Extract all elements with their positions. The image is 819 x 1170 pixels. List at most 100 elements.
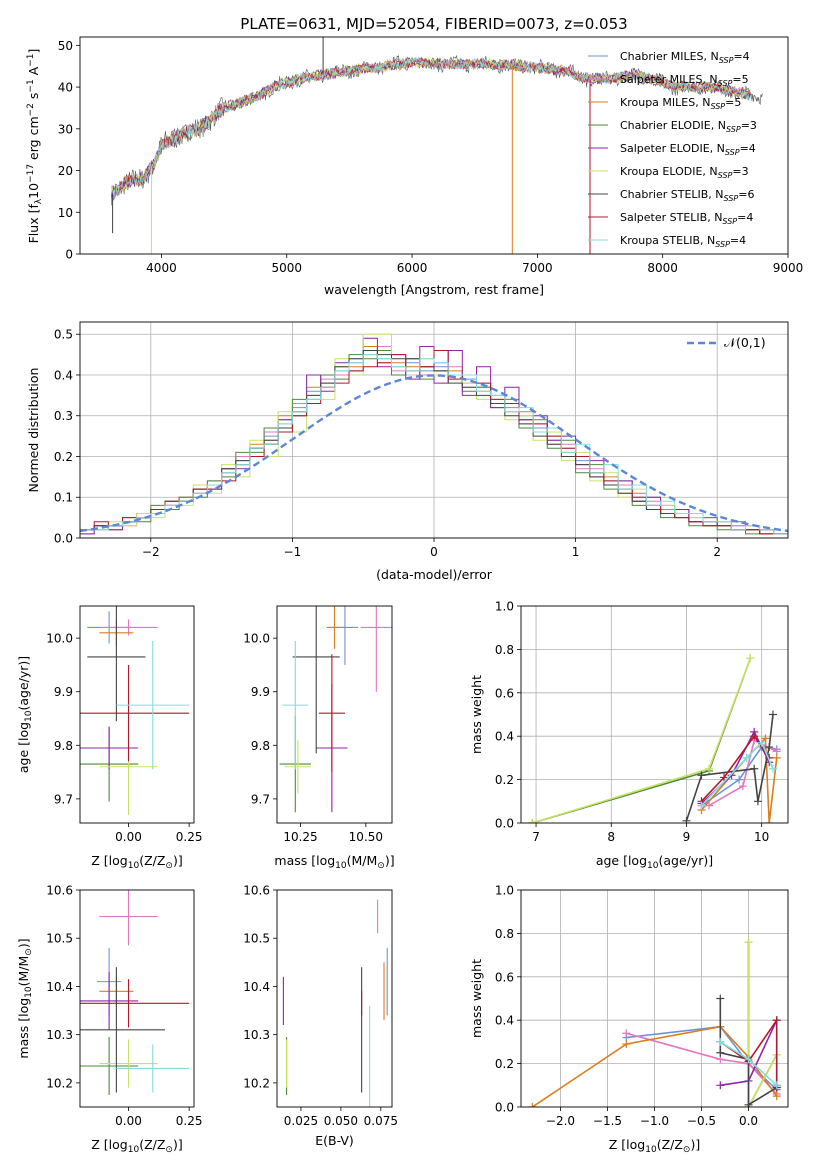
age-vs-Z-chart: 0.00 0.259.79.89.910.0Z [log10(Z/Z⊙)]age …	[16, 605, 203, 871]
mass-vs-ebv-ytick-label: 10.4	[243, 980, 270, 994]
spectrum-xtick-label: 8000	[647, 261, 678, 275]
residuals-ytick-label: 0.2	[54, 450, 73, 464]
weight-marker	[716, 994, 725, 1003]
legend-entry: Salpeter STELIB, NSSP=4	[620, 211, 753, 226]
weight-marker	[765, 819, 774, 823]
age-vs-mass-xlabel-part: )]	[385, 853, 395, 868]
spectrum-ylabel: Flux [fλ10−17 erg cm−2 s−1 A−1]	[26, 49, 44, 244]
weight-marker	[772, 753, 781, 762]
age-vs-mass-xlabel-part: mass [log	[274, 853, 335, 868]
weight-marker	[750, 732, 759, 741]
legend-entry: Chabrier STELIB, NSSP=6	[620, 188, 754, 203]
spectrum-ylabel-part: s	[26, 93, 41, 104]
weight-marker	[744, 1055, 753, 1064]
age-vs-mass-ytick-label: 9.7	[251, 792, 270, 806]
weight-vs-age-xlabel-part: age [log	[596, 853, 647, 868]
weight-vs-age-xtick-label: 9	[683, 830, 691, 844]
weight-vs-Z-xlabel: Z [log10(Z/Z⊙)]	[609, 1137, 700, 1155]
weight-marker	[716, 1081, 725, 1090]
age-vs-mass-ytick-label: 10.0	[243, 632, 270, 646]
residuals-xtick-label: 0	[430, 545, 438, 559]
age-vs-Z-ylabel-part: (age/yr)]	[16, 656, 31, 711]
weight-vs-Z-xtick-label: −1.0	[640, 1114, 669, 1128]
weight-marker	[528, 1103, 537, 1107]
residuals-ytick-label: 0.1	[54, 491, 73, 505]
mass-vs-ebv-ytick-label: 10.5	[243, 932, 270, 946]
age-vs-Z-ylabel: age [log10(age/yr)]	[16, 656, 34, 773]
weight-vs-Z-xlabel-part: 10	[645, 1145, 657, 1155]
age-vs-Z-xlabel-part: ⊙	[165, 861, 173, 871]
age-vs-Z-ytick-label: 9.7	[54, 792, 73, 806]
legend-entry-count: =6	[738, 188, 754, 201]
weight-vs-age-ytick-label: 0.8	[495, 643, 514, 657]
weight-vs-Z-xtick-label: −2.0	[546, 1114, 575, 1128]
weight-marker	[738, 782, 747, 791]
age-vs-mass-plot-area	[279, 606, 392, 813]
spectrum-ylabel-part: −2	[26, 103, 36, 116]
weight-vs-Z-xtick-label: −1.5	[593, 1114, 622, 1128]
weight-marker	[716, 1048, 725, 1057]
normal-curve	[80, 374, 788, 533]
mass-vs-Z-xtick-label: 0.00	[115, 1114, 142, 1128]
legend-entry-label: Salpeter STELIB, N	[620, 211, 722, 224]
weight-marker	[716, 1037, 725, 1046]
weight-vs-Z-xtick-label: 0.0	[739, 1114, 758, 1128]
spectrum-xlabel: wavelength [Angstrom, rest frame]	[324, 282, 544, 297]
weight-marker	[697, 771, 706, 780]
legend-entry-sub: SSP	[718, 79, 733, 88]
legend-entry-label: Chabrier MILES, N	[620, 50, 719, 63]
axes-frame	[520, 605, 789, 824]
age-vs-mass-xtick-label: 10.50	[349, 830, 383, 844]
weight-marker	[705, 801, 714, 810]
legend-entry-label: Kroupa MILES, N	[620, 96, 710, 109]
mass-vs-Z-xlabel: Z [log10(Z/Z⊙)]	[91, 1137, 182, 1155]
axes-frame	[520, 889, 789, 1108]
weight-line-5	[532, 657, 752, 823]
spectrum-xtick-label: 7000	[522, 261, 553, 275]
weight-marker	[768, 710, 777, 719]
legend-entry-sub: SSP	[726, 125, 741, 134]
age-vs-Z-ytick-label: 10.0	[46, 632, 73, 646]
weight-marker	[753, 797, 762, 806]
legend-entry: Kroupa STELIB, NSSP=4	[620, 234, 746, 249]
age-vs-Z-xlabel: Z [log10(Z/Z⊙)]	[91, 853, 182, 871]
spectrum-ytick-label: 40	[58, 81, 73, 95]
legend-entry-sub: SSP	[725, 148, 740, 157]
mass-vs-Z-ytick-label: 10.2	[46, 1076, 73, 1090]
weight-vs-Z-ytick-label: 0.8	[495, 927, 514, 941]
residuals-xtick-label: −1	[284, 545, 302, 559]
weight-marker	[727, 771, 736, 780]
weight-vs-age-ytick-label: 0.0	[495, 817, 514, 831]
weight-line-7	[719, 1017, 778, 1088]
weight-vs-Z-ytick-label: 0.6	[495, 970, 514, 984]
weight-vs-age-xlabel: age [log10(age/yr)]	[596, 853, 713, 871]
axes-frame	[79, 36, 789, 255]
age-vs-Z-xtick-label: 0.25	[176, 830, 203, 844]
age-vs-Z-xlabel-part: Z [log	[91, 853, 127, 868]
legend-entry-sub: SSP	[719, 56, 734, 65]
weight-line-5	[747, 942, 778, 1107]
weight-vs-Z-ytick-label: 0.4	[495, 1014, 514, 1028]
weight-marker	[750, 764, 759, 773]
weight-vs-age-ytick-label: 0.6	[495, 686, 514, 700]
axes-frame	[79, 889, 195, 1108]
age-vs-mass-xlabel-part: (M/M	[347, 853, 378, 868]
age-vs-mass-xlabel-part: ⊙	[377, 861, 385, 871]
residuals-ytick-label: 0.3	[54, 409, 73, 423]
weight-marker	[744, 938, 753, 947]
weight-marker	[757, 738, 766, 747]
age-vs-Z-plot-area	[80, 606, 190, 815]
legend-entry: Kroupa MILES, NSSP=5	[620, 96, 741, 111]
mass-vs-Z-ytick-label: 10.6	[46, 884, 73, 898]
mass-vs-Z-xtick-label: 0.25	[176, 1114, 203, 1128]
normal-legend-label: 𝒩(0,1)	[724, 335, 766, 350]
mass-vs-ebv-ytick-label: 10.2	[243, 1076, 270, 1090]
age-vs-mass-xtick-label: 10.25	[283, 830, 317, 844]
mass-vs-Z-xlabel-part: (Z/Z	[139, 1137, 165, 1152]
mass-vs-Z-xlabel-part: 10	[128, 1145, 140, 1155]
weight-marker	[528, 819, 537, 823]
weight-marker	[682, 816, 691, 823]
legend-entry: Salpeter ELODIE, NSSP=4	[620, 142, 756, 157]
